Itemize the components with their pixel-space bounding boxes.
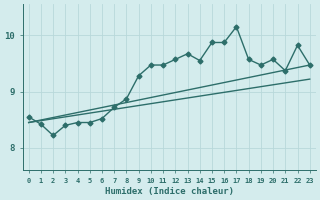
X-axis label: Humidex (Indice chaleur): Humidex (Indice chaleur) [105, 187, 234, 196]
